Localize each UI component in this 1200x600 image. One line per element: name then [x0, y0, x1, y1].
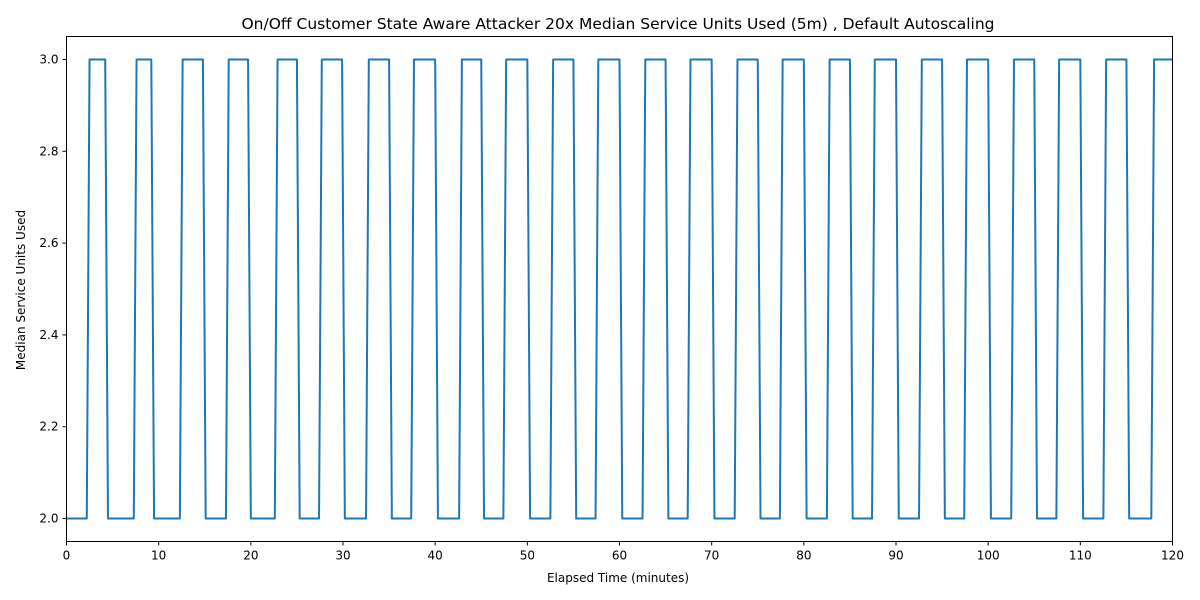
y-tick-label: 3.0: [39, 52, 58, 66]
x-tick-label: 30: [335, 549, 350, 563]
y-tick-label: 2.6: [39, 236, 58, 250]
y-tick-label: 2.0: [39, 512, 58, 526]
x-axis-ticks: 0 10 20 30 40 50 60 70 80 90 100 110 120: [63, 541, 1184, 563]
x-tick-label: 10: [151, 549, 166, 563]
x-tick-label: 120: [1161, 549, 1184, 563]
x-tick-label: 60: [612, 549, 627, 563]
x-tick-label: 40: [428, 549, 443, 563]
x-tick-label: 20: [243, 549, 258, 563]
x-tick-label: 90: [888, 549, 903, 563]
y-tick-label: 2.2: [39, 420, 58, 434]
series-line-0: [66, 58, 1173, 520]
x-tick-label: 80: [796, 549, 811, 563]
x-tick-label: 100: [977, 549, 1000, 563]
y-axis-ticks: 2.0 2.2 2.4 2.6 2.8 3.0: [39, 52, 67, 526]
x-tick-label: 70: [704, 549, 719, 563]
x-axis-label: Elapsed Time (minutes): [547, 571, 689, 585]
y-axis-label: Median Service Units Used: [14, 210, 28, 370]
y-tick-label: 2.4: [39, 328, 58, 342]
x-tick-label: 50: [520, 549, 535, 563]
x-tick-label: 110: [1069, 549, 1092, 563]
y-tick-label: 2.8: [39, 144, 58, 158]
plot-frame: [66, 36, 1173, 542]
plot-area: [66, 58, 1173, 520]
x-tick-label: 0: [63, 549, 71, 563]
chart-title: On/Off Customer State Aware Attacker 20x…: [241, 15, 994, 33]
